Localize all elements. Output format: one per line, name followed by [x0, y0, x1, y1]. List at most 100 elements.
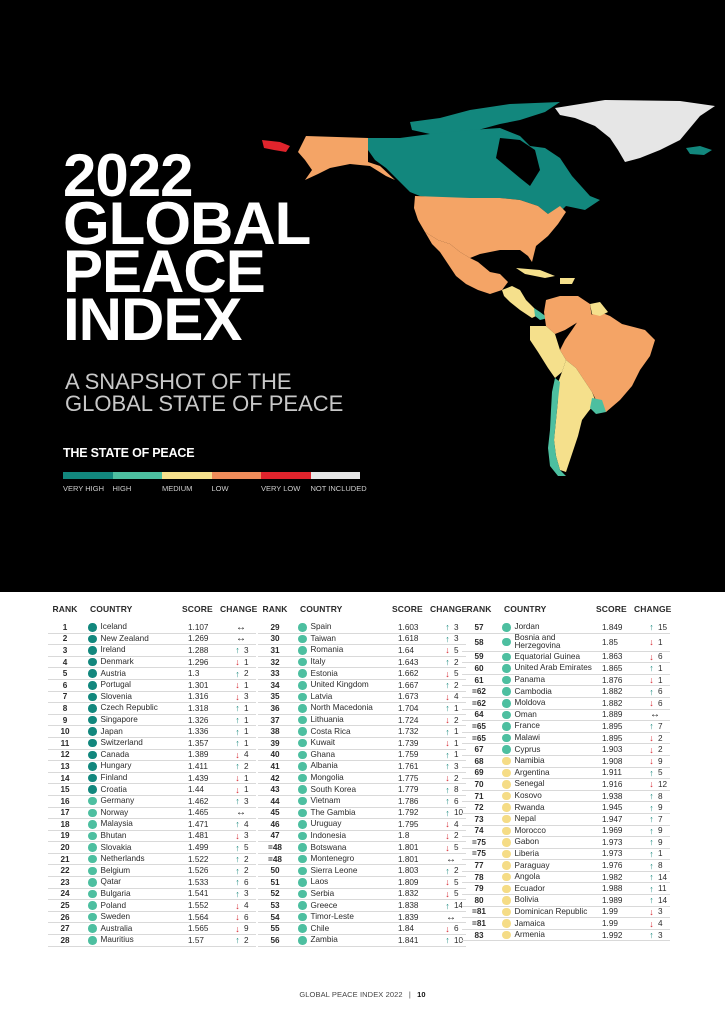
rank-cell: 32 — [270, 657, 280, 667]
arrow-up-icon: ↑ — [235, 761, 240, 772]
change-cell: ↑ 1 — [220, 727, 256, 737]
peace-level-dot-icon — [502, 745, 511, 754]
arrow-down-icon: ↓ — [445, 877, 450, 888]
change-value: 2 — [244, 669, 249, 679]
table-row: 54 Timor-Leste 1.839 ↔ — [258, 912, 466, 924]
country-name: Japan — [100, 726, 123, 736]
score-cell: 1.288 — [188, 645, 209, 655]
arrow-down-icon: ↓ — [649, 733, 654, 744]
change-value: 4 — [658, 919, 663, 929]
table-row: 68 Namibia 1.908 ↓ 9 — [462, 756, 670, 768]
score-cell: 1.565 — [188, 924, 209, 934]
table-row: 16 Germany 1.462 ↑ 3 — [48, 796, 256, 808]
country-cell: Cambodia — [496, 687, 596, 696]
change-value: 1 — [244, 680, 249, 690]
country-cell: Iceland — [82, 623, 182, 632]
change-value: 2 — [454, 680, 459, 690]
country-name: Armenia — [514, 930, 546, 940]
country-name: Netherlands — [100, 854, 145, 864]
arrow-up-icon: ↑ — [235, 865, 240, 876]
arrow-up-icon: ↑ — [445, 680, 450, 691]
title-line: 2022 — [63, 142, 193, 209]
table-row: 8 Czech Republic 1.318 ↑ 1 — [48, 703, 256, 715]
country-cell: Spain — [292, 623, 392, 632]
country-name: Finland — [100, 773, 128, 783]
rank-cell: 35 — [270, 692, 280, 702]
arrow-up-icon: ↑ — [445, 900, 450, 911]
change-cell: ↑ 2 — [430, 866, 466, 876]
header-rank: RANK — [262, 604, 288, 614]
country-name: South Korea — [310, 784, 357, 794]
change-cell: ↓ 3 — [634, 907, 670, 917]
change-value: 5 — [658, 768, 663, 778]
table-row: 30 Taiwan 1.618 ↑ 3 — [258, 634, 466, 646]
arrow-up-icon: ↑ — [445, 865, 450, 876]
change-value: 2 — [658, 745, 663, 755]
country-name: Denmark — [100, 657, 134, 667]
peace-level-dot-icon — [88, 820, 97, 829]
ranking-table: RANK COUNTRY SCORE CHANGE 29 Spain 1.603 ↑ 3 30 Ta… — [258, 601, 467, 947]
arrow-down-icon: ↓ — [235, 923, 240, 934]
country-cell: Dominican Republic — [496, 907, 596, 917]
score-cell: 1.973 — [602, 837, 623, 847]
change-cell: ↑ 1 — [430, 703, 466, 713]
table-row: =62 Cambodia 1.882 ↑ 6 — [462, 686, 670, 698]
arrow-up-icon: ↑ — [649, 721, 654, 732]
country-name: Ghana — [310, 749, 336, 759]
change-cell: ↓ 6 — [430, 924, 466, 934]
table-row: 42 Mongolia 1.775 ↓ 2 — [258, 773, 466, 785]
legend-color-bar — [63, 472, 363, 479]
score-cell: 1.57 — [188, 935, 204, 945]
change-value: 4 — [244, 750, 249, 760]
table-row: 15 Croatia 1.44 ↓ 1 — [48, 784, 256, 796]
peace-level-dot-icon — [88, 878, 97, 887]
change-cell: ↓ 3 — [220, 831, 256, 841]
country-name: Mauritius — [100, 935, 134, 945]
country-cell: Czech Republic — [82, 704, 182, 713]
country-cell: Japan — [82, 727, 182, 736]
change-value: 4 — [454, 692, 459, 702]
arrow-down-icon: ↓ — [235, 912, 240, 923]
arrow-up-icon: ↑ — [445, 622, 450, 633]
rank-cell: 70 — [474, 779, 484, 789]
peace-level-dot-icon — [88, 924, 97, 933]
score-cell: 1.989 — [602, 895, 623, 905]
change-value: 3 — [244, 889, 249, 899]
table-row: 3 Ireland 1.288 ↑ 3 — [48, 645, 256, 657]
change-value: 9 — [658, 756, 663, 766]
country-name: Sierra Leone — [310, 865, 358, 875]
country-name: Ecuador — [514, 883, 546, 893]
peace-level-dot-icon — [88, 750, 97, 760]
country-name: The Gambia — [310, 807, 356, 817]
country-name: North Macedonia — [310, 703, 373, 713]
change-cell: ↓ 1 — [220, 680, 256, 690]
table-row: 7 Slovenia 1.316 ↓ 3 — [48, 692, 256, 704]
country-name: Senegal — [514, 779, 545, 789]
peace-level-dot-icon — [502, 872, 511, 882]
change-value: 1 — [658, 663, 663, 673]
score-cell: 1.903 — [602, 745, 623, 755]
country-cell: Vietnam — [292, 797, 392, 806]
legend-label: NOT INCLUDED — [310, 484, 367, 493]
table-row: =65 Malawi 1.895 ↓ 2 — [462, 733, 670, 745]
table-row: 47 Indonesia 1.8 ↓ 2 — [258, 831, 466, 843]
peace-level-dot-icon — [502, 791, 511, 801]
ranking-table: RANK COUNTRY SCORE CHANGE 57 Jordan 1.849 ↑ 15 58… — [462, 601, 671, 942]
country-name: Jamaica — [514, 918, 546, 928]
footer-separator: | — [408, 990, 411, 999]
table-row: 28 Mauritius 1.57 ↑ 2 — [48, 935, 256, 947]
change-value: 10 — [454, 935, 464, 945]
legend-swatch — [63, 472, 113, 479]
change-cell: ↑ 2 — [220, 854, 256, 864]
change-value: 6 — [658, 652, 663, 662]
change-value: 1 — [454, 750, 459, 760]
country-cell: South Korea — [292, 785, 392, 794]
table-row: 13 Hungary 1.411 ↑ 2 — [48, 761, 256, 773]
change-value: 12 — [658, 779, 668, 789]
rank-cell: 23 — [60, 877, 70, 887]
change-cell: ↑ 3 — [430, 622, 466, 632]
country-name: Liberia — [514, 848, 540, 858]
change-value: 1 — [244, 657, 249, 667]
country-cell: Portugal — [82, 681, 182, 690]
country-cell: Bulgaria — [82, 889, 182, 899]
